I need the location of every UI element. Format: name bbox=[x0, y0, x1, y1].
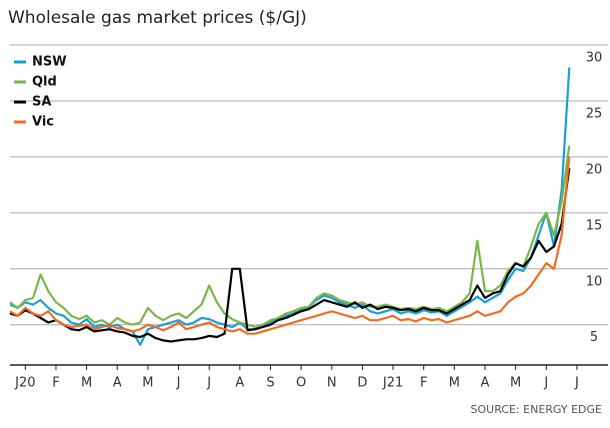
x-tick-label: N bbox=[327, 376, 337, 391]
x-tick-label: A bbox=[235, 376, 244, 391]
x-tick-label: J bbox=[206, 376, 211, 391]
x-tick-label: M bbox=[449, 376, 460, 391]
legend-label: Vic bbox=[32, 115, 54, 130]
source: SOURCE: ENERGY EDGE bbox=[471, 403, 603, 416]
x-tick-label: M bbox=[142, 376, 153, 391]
x-tick-label: F bbox=[420, 376, 427, 391]
x-tick-label: D bbox=[357, 376, 367, 391]
y-tick-label: 30 bbox=[586, 51, 603, 66]
y-tick-label: 25 bbox=[586, 106, 603, 121]
x-tick-label: J20 bbox=[14, 376, 35, 391]
x-tick-label: S bbox=[266, 376, 274, 391]
legend-label: SA bbox=[32, 95, 51, 110]
legend-label: Qld bbox=[32, 75, 57, 90]
legend-label: NSW bbox=[32, 55, 67, 70]
x-tick-label: J bbox=[176, 376, 181, 391]
y-tick-label: 5 bbox=[590, 330, 598, 345]
y-tick-label: 20 bbox=[586, 162, 603, 177]
series-line bbox=[9, 67, 571, 346]
y-tick-label: 15 bbox=[586, 218, 603, 233]
x-tick-label: J21 bbox=[382, 376, 403, 391]
x-tick-label: J bbox=[543, 376, 548, 391]
x-tick-label: M bbox=[81, 376, 92, 391]
x-tick-label: A bbox=[481, 376, 490, 391]
x-tick-label: M bbox=[510, 376, 521, 391]
y-tick-label: 10 bbox=[586, 274, 603, 289]
x-tick-label: F bbox=[52, 376, 59, 391]
x-tick-label: A bbox=[113, 376, 122, 391]
x-tick-label: O bbox=[296, 376, 306, 391]
x-tick-label: J bbox=[574, 376, 579, 391]
series-line bbox=[9, 145, 571, 329]
chart-title: Wholesale gas market prices ($/GJ) bbox=[8, 8, 307, 28]
series-line bbox=[9, 156, 571, 335]
series-line bbox=[9, 167, 571, 343]
